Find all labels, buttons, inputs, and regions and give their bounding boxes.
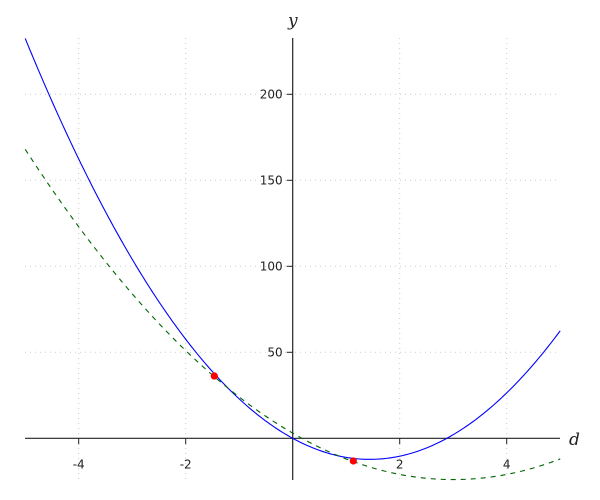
y-axis-label: y bbox=[287, 11, 298, 31]
axes bbox=[25, 38, 560, 480]
y-tick-label: 150 bbox=[260, 173, 283, 187]
x-tick-label: -4 bbox=[73, 457, 85, 471]
y-tick-label: 200 bbox=[260, 87, 283, 101]
x-axis-label: d bbox=[569, 430, 580, 450]
y-tick-label: 50 bbox=[267, 345, 282, 359]
x-tick-label: -2 bbox=[180, 457, 192, 471]
series bbox=[24, 38, 561, 481]
x-tick-label: 2 bbox=[396, 457, 404, 471]
grid bbox=[25, 38, 560, 480]
series-solid-curve bbox=[24, 38, 561, 460]
ticks: -4 -2 2 4 50 100 150 200 bbox=[73, 87, 511, 471]
series-dashed-curve bbox=[24, 149, 561, 481]
intersection-point bbox=[349, 457, 357, 465]
markers bbox=[210, 372, 357, 465]
y-tick-label: 100 bbox=[260, 259, 283, 273]
intersection-point bbox=[210, 372, 218, 380]
x-tick-label: 4 bbox=[503, 457, 511, 471]
